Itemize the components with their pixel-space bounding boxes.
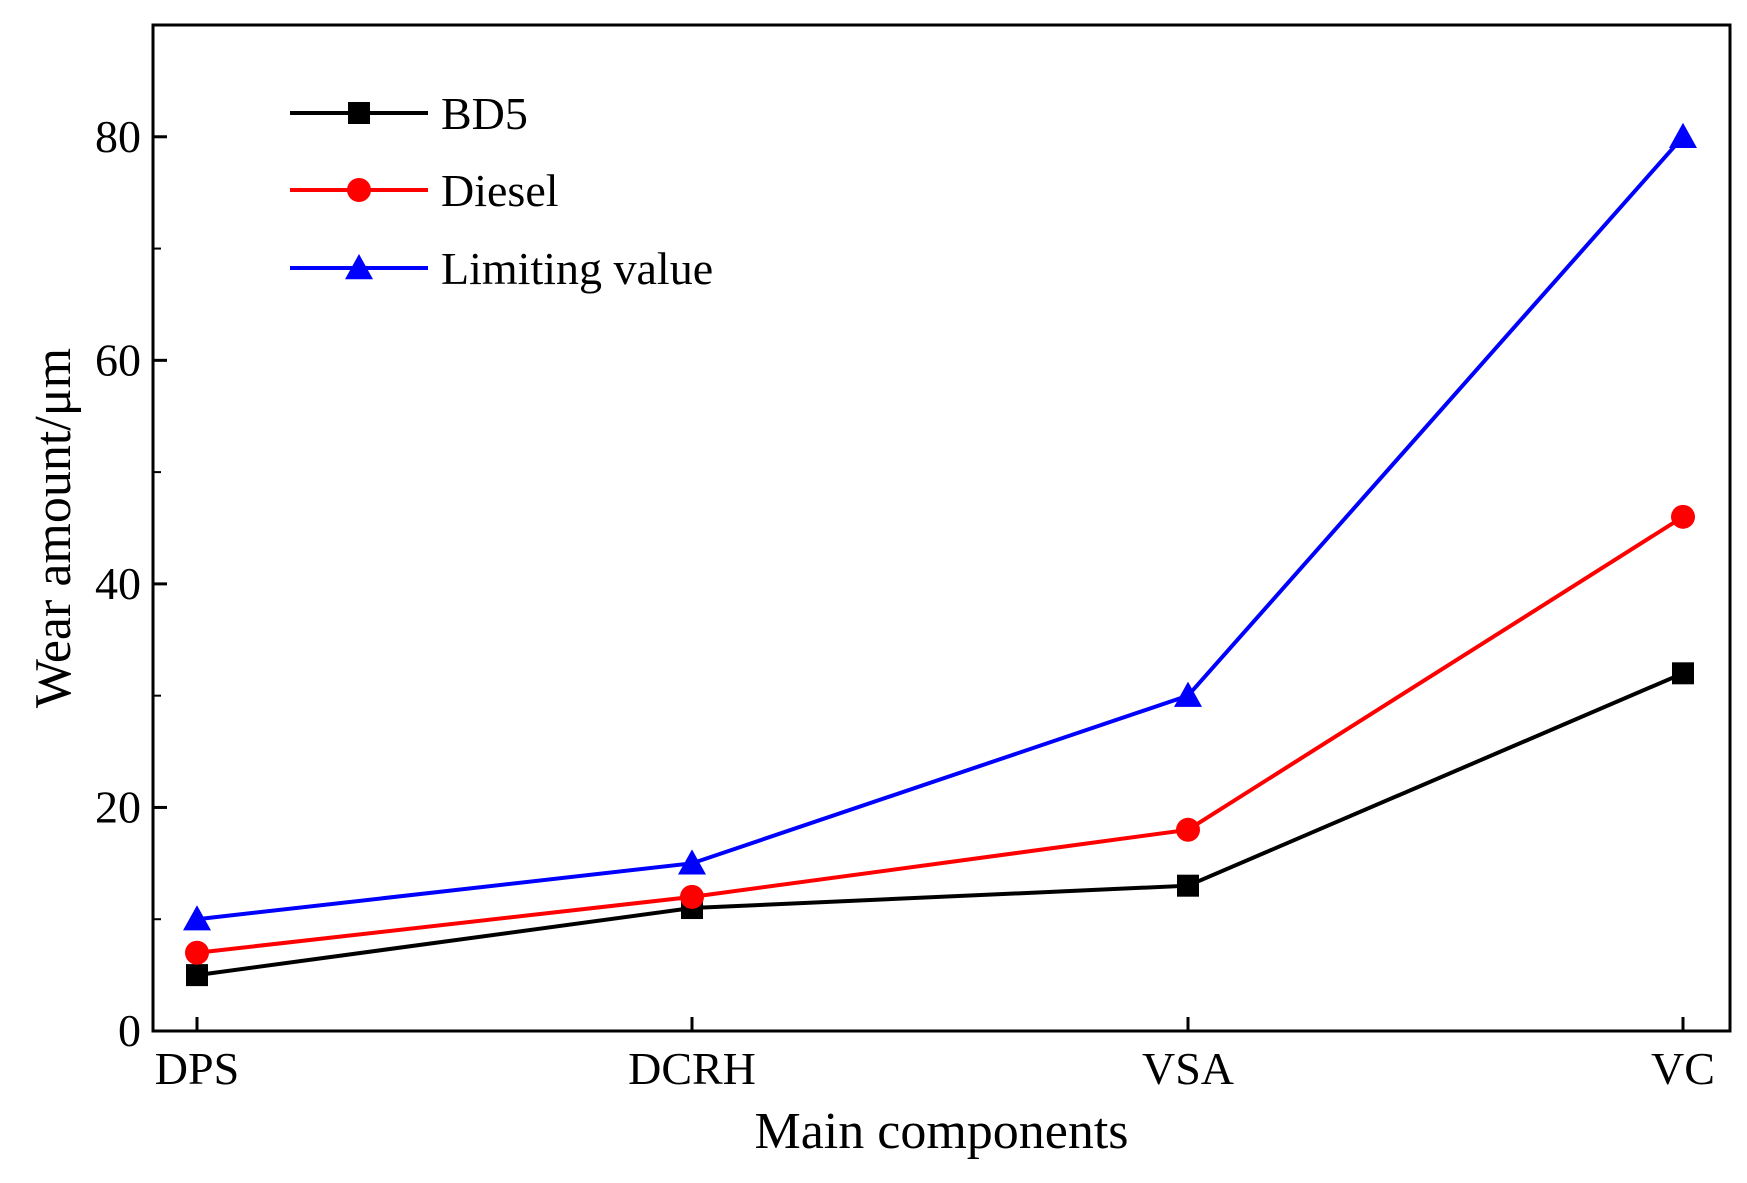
legend-marker-diesel: [347, 178, 371, 202]
data-point-diesel-dps: [185, 940, 209, 965]
x-tick-label-dcrh: DCRH: [628, 1043, 756, 1094]
legend-item-limiting-value: Limiting value: [290, 243, 713, 294]
y-tick-label: 0: [118, 1005, 141, 1056]
legend-label-bd5: BD5: [441, 88, 528, 139]
data-point-limiting-value-vc: [1669, 122, 1697, 148]
legend: BD5 Diesel Limiting value: [290, 88, 713, 294]
x-tick-label-dps: DPS: [155, 1043, 239, 1094]
y-axis: 0 20 40 60 80: [95, 111, 167, 1056]
y-tick-label: 60: [95, 334, 141, 385]
series-line-bd5: [196, 671, 1684, 978]
x-axis: DPS DCRH VSA VC: [155, 1017, 1715, 1094]
legend-item-bd5: BD5: [290, 88, 528, 139]
y-tick-label: 40: [95, 558, 141, 609]
series-line-diesel: [196, 515, 1685, 955]
series-line-limiting-value: [196, 135, 1685, 922]
y-axis-title: Wear amount/μm: [25, 348, 82, 708]
series-bd5: [186, 662, 1694, 987]
data-point-limiting-value-vsa: [1174, 681, 1202, 707]
legend-item-diesel: Diesel: [290, 165, 559, 216]
series-diesel: [185, 504, 1695, 965]
data-point-diesel-vsa: [1176, 817, 1200, 842]
x-tick-label-vsa: VSA: [1142, 1043, 1234, 1094]
x-tick-label-vc: VC: [1651, 1043, 1715, 1094]
series-layer: [183, 122, 1697, 987]
legend-label-limiting-value: Limiting value: [441, 243, 713, 294]
legend-marker-bd5: [348, 102, 370, 124]
plot-frame: [151, 23, 1732, 1033]
data-point-limiting-value-dps: [183, 905, 211, 931]
y-tick-label: 20: [95, 781, 141, 832]
data-point-limiting-value-dcrh: [678, 849, 706, 875]
legend-marker-limiting-value: [345, 254, 373, 280]
data-point-bd5-vc: [1672, 662, 1694, 685]
series-limiting-value: [183, 122, 1697, 931]
data-point-diesel-dcrh: [680, 884, 704, 909]
x-axis-title: Main components: [754, 1103, 1128, 1160]
data-point-bd5-vsa: [1177, 874, 1199, 897]
data-point-bd5-dps: [186, 964, 208, 987]
y-tick-label: 80: [95, 111, 141, 162]
legend-label-diesel: Diesel: [441, 165, 559, 216]
data-point-diesel-vc: [1671, 504, 1695, 529]
